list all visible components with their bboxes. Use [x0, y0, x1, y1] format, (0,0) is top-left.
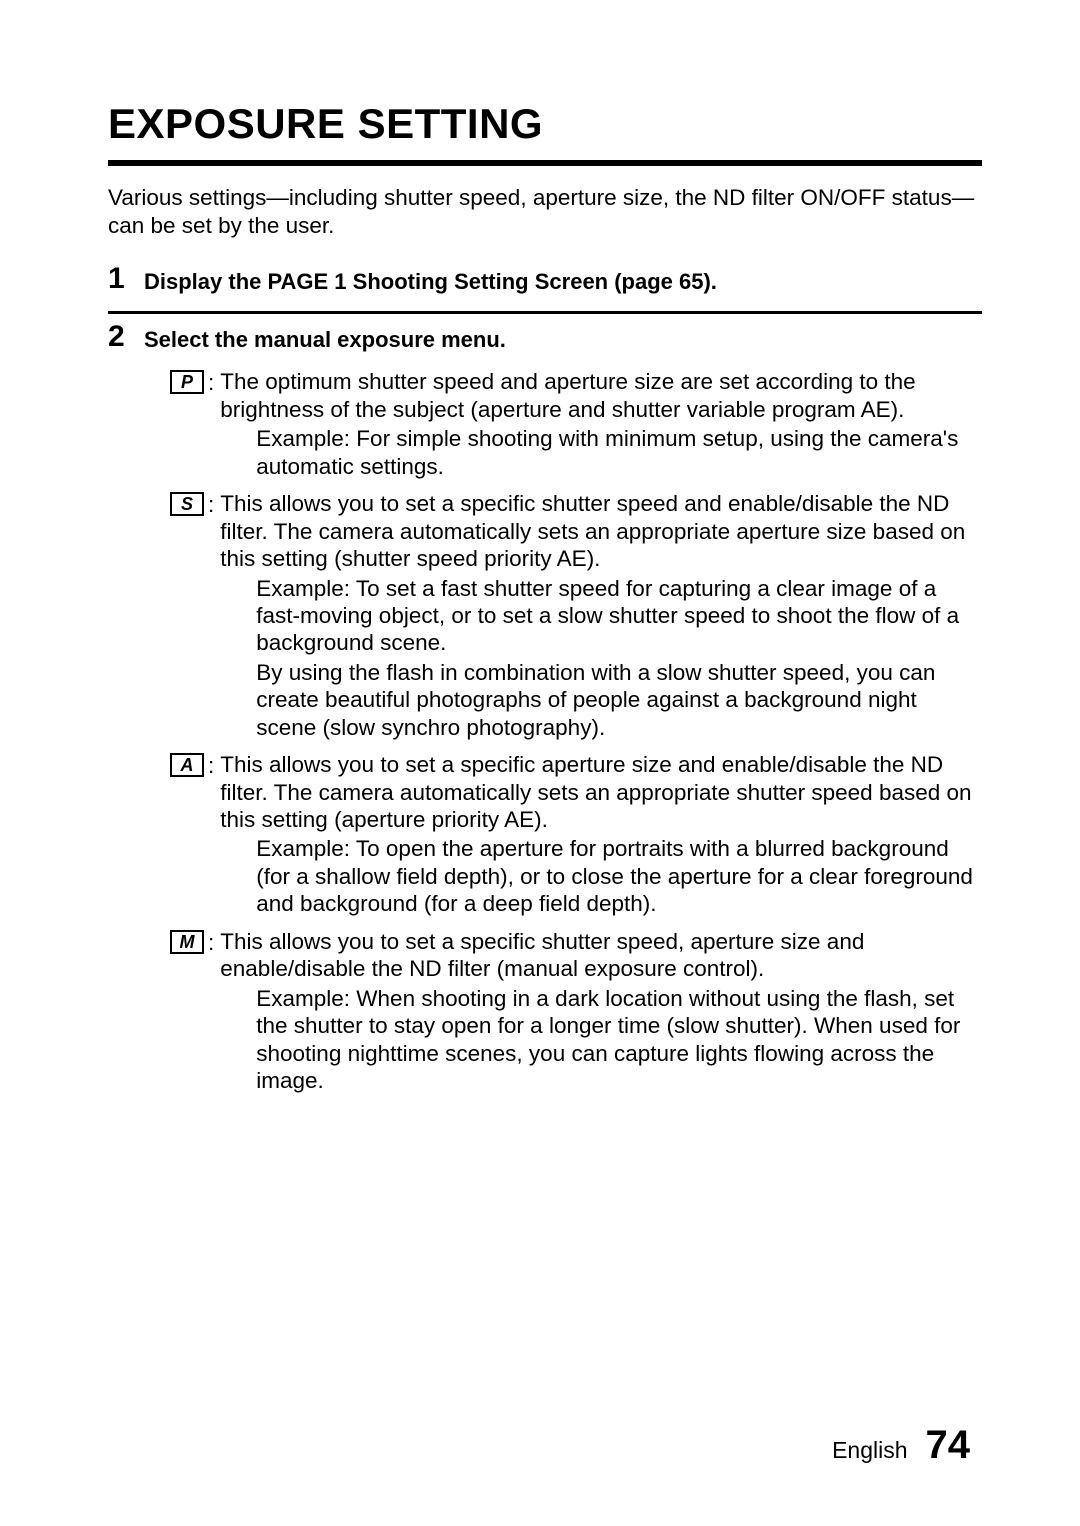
mode-p-icon: P [170, 370, 204, 394]
mode-m-icon: M [170, 930, 204, 954]
mode-m: M : This allows you to set a specific sh… [144, 928, 982, 1097]
manual-page: EXPOSURE SETTING Various settings—includ… [0, 0, 1080, 1526]
page-title: EXPOSURE SETTING [108, 100, 982, 156]
mode-a-desc: This allows you to set a specific apertu… [220, 751, 982, 833]
mode-a-icon: A [170, 753, 204, 777]
mode-s: S : This allows you to set a specific sh… [144, 490, 982, 743]
title-rule [108, 160, 982, 166]
mode-m-body: This allows you to set a specific shutte… [220, 928, 982, 1097]
mode-p-example: Example: For simple shooting with minimu… [220, 425, 982, 480]
mode-list: P : The optimum shutter speed and apertu… [144, 368, 982, 1096]
page-footer: English 74 [832, 1423, 970, 1468]
mode-a: A : This allows you to set a specific ap… [144, 751, 982, 920]
step-1-rule [108, 311, 982, 314]
mode-s-body: This allows you to set a specific shutte… [220, 490, 982, 743]
step-2-title: Select the manual exposure menu. [144, 324, 982, 355]
mode-a-body: This allows you to set a specific apertu… [220, 751, 982, 920]
mode-m-label-wrap: M [144, 928, 204, 954]
mode-a-colon: : [204, 751, 220, 780]
mode-p-body: The optimum shutter speed and aperture s… [220, 368, 982, 482]
intro-text: Various settings—including shutter speed… [108, 184, 982, 240]
mode-a-example: Example: To open the aperture for portra… [220, 835, 982, 917]
mode-s-colon: : [204, 490, 220, 519]
mode-s-icon: S [170, 492, 204, 516]
mode-s-example: Example: To set a fast shutter speed for… [220, 575, 982, 657]
footer-page-number: 74 [926, 1423, 971, 1468]
mode-a-label-wrap: A [144, 751, 204, 777]
step-1-number: 1 [108, 264, 128, 294]
mode-s-desc: This allows you to set a specific shutte… [220, 490, 982, 572]
footer-language: English [832, 1437, 907, 1464]
mode-p-colon: : [204, 368, 220, 397]
step-2: 2 Select the manual exposure menu. P : T… [108, 324, 982, 1105]
step-1-title: Display the PAGE 1 Shooting Setting Scre… [144, 266, 717, 297]
mode-m-desc: This allows you to set a specific shutte… [220, 928, 982, 983]
mode-s-example2: By using the flash in combination with a… [220, 659, 982, 741]
step-2-number: 2 [108, 322, 128, 352]
mode-s-label-wrap: S [144, 490, 204, 516]
mode-p-label-wrap: P [144, 368, 204, 394]
mode-p-desc: The optimum shutter speed and aperture s… [220, 368, 982, 423]
mode-m-colon: : [204, 928, 220, 957]
step-1: 1 Display the PAGE 1 Shooting Setting Sc… [108, 266, 982, 297]
mode-p: P : The optimum shutter speed and apertu… [144, 368, 982, 482]
mode-m-example: Example: When shooting in a dark locatio… [220, 985, 982, 1095]
